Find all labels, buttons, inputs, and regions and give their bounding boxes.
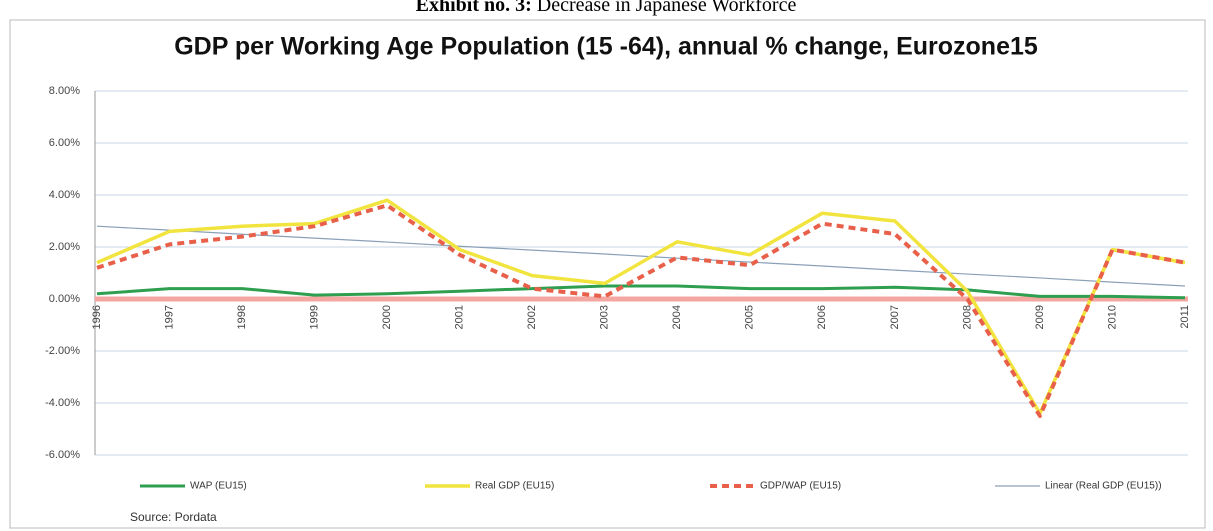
y-tick-label: -2.00%: [45, 345, 80, 357]
legend-label: Linear (Real GDP (EU15)): [1045, 481, 1162, 492]
x-tick-label: 1996: [91, 305, 103, 329]
x-tick-label: 2002: [526, 305, 538, 329]
y-tick-label: 0.00%: [49, 293, 80, 305]
y-tick-label: 4.00%: [49, 189, 80, 201]
series-line: [96, 203, 1186, 418]
x-tick-label: 2003: [599, 305, 611, 329]
y-tick-label: 8.00%: [49, 85, 80, 97]
y-tick-label: -6.00%: [45, 449, 80, 461]
x-tick-label: 2006: [816, 305, 828, 329]
exhibit-text: Decrease in Japanese Workforce: [537, 0, 797, 16]
x-tick-label: 1999: [309, 305, 321, 329]
x-tick-label: 2008: [961, 305, 973, 329]
x-tick-label: 2001: [454, 305, 466, 329]
exhibit-label: Exhibit no. 3:: [416, 0, 532, 16]
y-tick-label: 2.00%: [49, 241, 80, 253]
exhibit-caption: Exhibit no. 3: Decrease in Japanese Work…: [416, 0, 797, 16]
source-note: Source: Pordata: [130, 510, 217, 524]
series-line: [96, 284, 1186, 300]
y-tick-label: -4.00%: [45, 397, 80, 409]
x-tick-label: 2005: [744, 305, 756, 329]
legend-label: GDP/WAP (EU15): [760, 481, 841, 492]
x-tick-label: 2007: [889, 305, 901, 329]
x-tick-label: 2009: [1034, 305, 1046, 329]
y-tick-label: 6.00%: [49, 137, 80, 149]
x-tick-label: 2004: [671, 305, 683, 329]
x-tick-label: 2011: [1179, 305, 1191, 329]
legend-label: Real GDP (EU15): [475, 481, 554, 492]
series-line: [96, 198, 1186, 416]
x-tick-label: 1997: [163, 305, 175, 329]
legend-label: WAP (EU15): [190, 481, 247, 492]
series-line: [96, 225, 1186, 287]
chart-frame: [9, 19, 1206, 529]
x-tick-label: 1998: [236, 305, 248, 329]
x-tick-label: 2010: [1106, 305, 1118, 329]
x-tick-label: 2000: [381, 305, 393, 329]
chart-title: GDP per Working Age Population (15 -64),…: [174, 33, 1038, 61]
